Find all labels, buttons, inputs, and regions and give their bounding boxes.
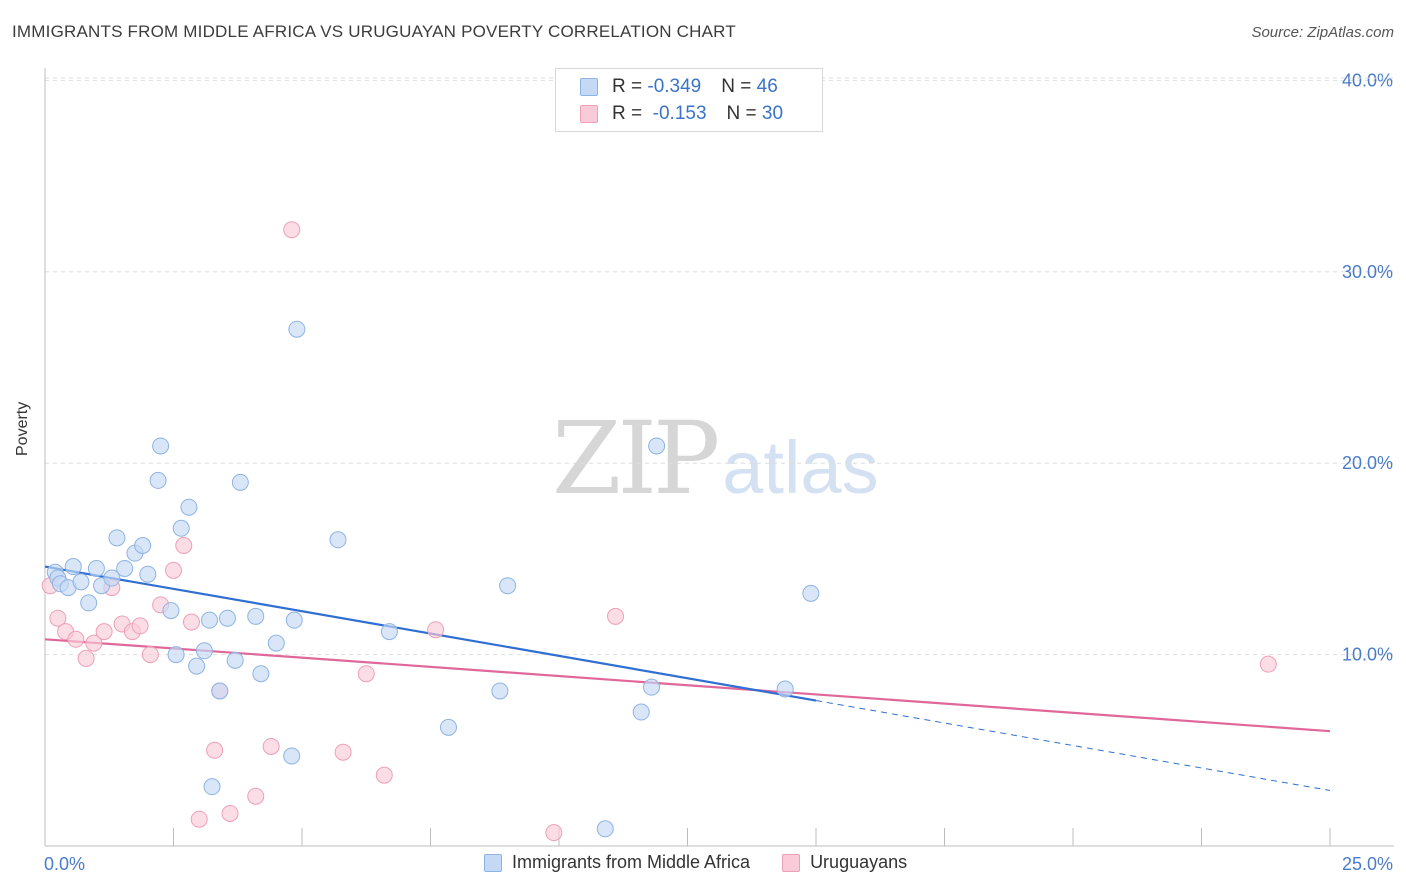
data-point-middle-africa xyxy=(596,820,614,838)
data-point-uruguayans xyxy=(427,621,445,639)
data-point-middle-africa xyxy=(188,657,206,675)
data-point-middle-africa xyxy=(195,642,213,660)
series-legend-label: Immigrants from Middle Africa xyxy=(512,852,751,872)
data-point-uruguayans xyxy=(67,630,85,648)
legend-r-value: -0.153 xyxy=(647,103,707,124)
legend-swatch-blue xyxy=(580,78,598,96)
data-point-uruguayans xyxy=(190,810,208,828)
x-tick-label: 0.0% xyxy=(44,854,85,874)
source-label: Source: ZipAtlas.com xyxy=(1251,24,1394,41)
legend-n-value: 30 xyxy=(761,103,784,124)
data-point-middle-africa xyxy=(172,519,190,537)
data-point-uruguayans xyxy=(247,787,265,805)
legend-r-value: -0.349 xyxy=(647,76,702,97)
data-point-middle-africa xyxy=(439,718,457,736)
series-legend-item-uruguayans: Uruguayans xyxy=(782,852,907,873)
data-point-middle-africa xyxy=(108,529,126,547)
data-point-uruguayans xyxy=(375,766,393,784)
data-point-uruguayans xyxy=(206,741,224,759)
data-point-middle-africa xyxy=(283,747,301,765)
data-point-middle-africa xyxy=(288,320,306,338)
data-point-uruguayans xyxy=(357,665,375,683)
data-point-middle-africa xyxy=(802,584,820,602)
data-point-uruguayans xyxy=(175,537,193,555)
data-point-uruguayans xyxy=(1259,655,1277,673)
x-tick-label: 25.0% xyxy=(1342,854,1393,874)
data-point-middle-africa xyxy=(231,473,249,491)
correlation-legend: R = -0.349 N = 46 R = -0.153 N = 30 xyxy=(555,68,823,132)
y-tick-label: 20.0% xyxy=(1342,453,1393,473)
data-point-middle-africa xyxy=(139,565,157,583)
data-point-middle-africa xyxy=(162,602,180,620)
watermark-zip: ZIP xyxy=(552,400,720,517)
data-point-middle-africa xyxy=(643,678,661,696)
data-point-uruguayans xyxy=(85,634,103,652)
data-point-uruguayans xyxy=(77,649,95,667)
data-point-uruguayans xyxy=(95,623,113,641)
legend-row-uruguayans: R = -0.153 N = 30 xyxy=(580,103,783,125)
legend-n-value: 46 xyxy=(756,76,778,97)
legend-n-label: N = xyxy=(726,103,762,124)
legend-swatch-pink xyxy=(580,105,598,123)
data-point-middle-africa xyxy=(180,498,198,516)
data-point-middle-africa xyxy=(103,569,121,587)
watermark-atlas: atlas xyxy=(722,426,879,509)
data-point-middle-africa xyxy=(329,531,347,549)
data-point-middle-africa xyxy=(200,611,218,629)
data-point-middle-africa xyxy=(380,623,398,641)
legend-r-label: R = xyxy=(612,76,648,97)
legend-n-label: N = xyxy=(721,76,757,97)
series-legend-label: Uruguayans xyxy=(810,852,908,872)
data-point-uruguayans xyxy=(141,646,159,664)
y-tick-label: 30.0% xyxy=(1342,262,1393,282)
data-point-middle-africa xyxy=(218,609,236,627)
trend-line-uruguayans xyxy=(44,638,1331,733)
data-point-uruguayans xyxy=(545,824,563,842)
data-point-uruguayans xyxy=(607,607,625,625)
data-point-uruguayans xyxy=(49,609,67,627)
data-point-uruguayans xyxy=(165,561,182,579)
data-point-middle-africa xyxy=(776,680,794,698)
data-point-middle-africa xyxy=(252,665,270,683)
legend-r-label: R = xyxy=(612,103,648,124)
trend-line-middle-africa-extension xyxy=(815,700,1331,791)
data-point-middle-africa xyxy=(247,607,265,625)
data-point-uruguayans xyxy=(131,617,149,635)
data-point-middle-africa xyxy=(72,573,90,591)
data-point-uruguayans xyxy=(182,613,200,631)
data-point-uruguayans xyxy=(262,737,280,755)
data-point-middle-africa xyxy=(152,437,170,455)
data-point-middle-africa xyxy=(80,594,98,612)
data-point-middle-africa xyxy=(87,559,105,577)
chart-title: IMMIGRANTS FROM MIDDLE AFRICA VS URUGUAY… xyxy=(12,22,736,41)
data-point-middle-africa xyxy=(648,437,666,455)
data-point-middle-africa xyxy=(167,646,185,664)
data-point-middle-africa xyxy=(149,471,167,489)
series-swatch-blue xyxy=(484,853,502,872)
data-point-middle-africa xyxy=(499,577,517,595)
legend-row-middle-africa: R = -0.349 N = 46 xyxy=(580,76,778,98)
data-point-middle-africa xyxy=(632,703,650,721)
series-legend-item-middle-africa: Immigrants from Middle Africa xyxy=(484,852,750,873)
y-tick-label: 40.0% xyxy=(1342,70,1393,90)
data-point-middle-africa xyxy=(203,778,221,796)
data-point-middle-africa xyxy=(211,682,229,700)
data-point-middle-africa xyxy=(134,537,152,555)
data-point-uruguayans xyxy=(334,743,352,761)
data-point-uruguayans xyxy=(221,804,239,822)
data-point-middle-africa xyxy=(64,558,82,576)
data-point-middle-africa xyxy=(267,634,285,652)
watermark: ZIPatlas xyxy=(552,400,879,517)
data-point-middle-africa xyxy=(285,611,303,629)
series-legend: Immigrants from Middle Africa Uruguayans xyxy=(484,852,939,873)
y-tick-label: 10.0% xyxy=(1342,645,1393,665)
data-point-middle-africa xyxy=(116,559,134,577)
data-point-middle-africa xyxy=(226,651,244,669)
data-point-middle-africa xyxy=(491,682,509,700)
data-point-uruguayans xyxy=(283,221,301,239)
series-swatch-pink xyxy=(782,853,801,872)
